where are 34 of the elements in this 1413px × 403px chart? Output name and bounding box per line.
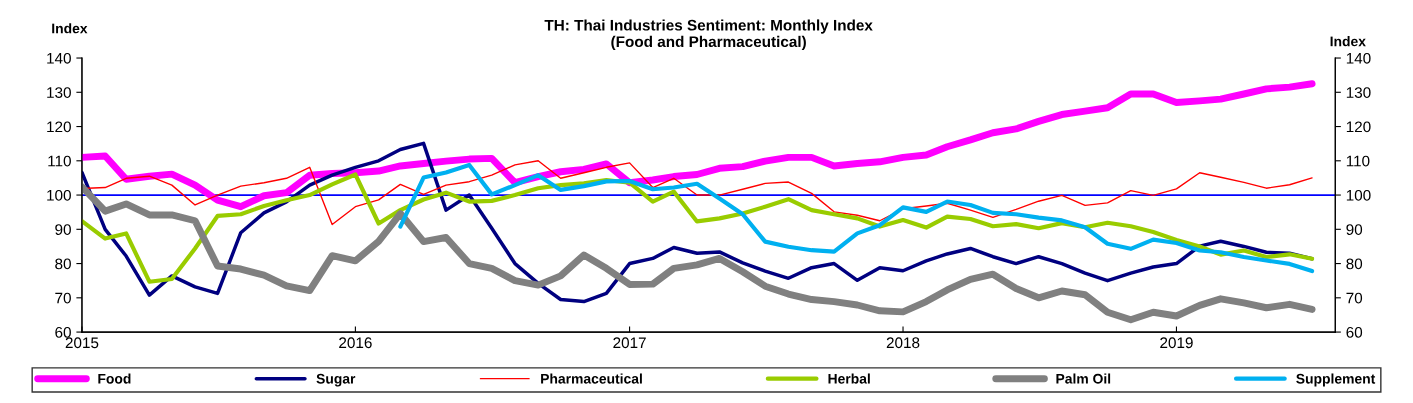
y2-tick-label: 130 [1346, 87, 1371, 98]
x-tick-label: 2019 [1160, 337, 1193, 349]
legend-label: Sugar [316, 373, 356, 387]
y-tick-label: 110 [48, 155, 71, 167]
legend-label: Palm Oil [1056, 373, 1111, 384]
y2-tick-label: 120 [1346, 121, 1371, 133]
line-series [81, 172, 1315, 284]
y2-axis-title: Index [1330, 36, 1366, 47]
y-tick-label: 70 [55, 292, 71, 304]
chart-title: TH: Thai Industries Sentiment: Monthly Index (Food and Pharmaceutical) [544, 19, 873, 51]
y-tick-label: 140 [47, 52, 71, 64]
line-series [398, 162, 1315, 274]
y-tick-label: 100 [47, 189, 71, 201]
y2-tick-label: 90 [1346, 224, 1363, 235]
x-tick-label: 2015 [65, 337, 99, 349]
y-tick-label: 80 [55, 258, 71, 270]
y2-tick-label: 60 [1346, 326, 1363, 338]
y-tick-label: 120 [47, 121, 71, 133]
y2-tick-label: 70 [1346, 292, 1363, 304]
y2-tick-label: 100 [1346, 189, 1371, 201]
y-tick-label: 90 [55, 224, 71, 235]
legend-label: Food [98, 373, 131, 384]
x-tick-label: 2017 [613, 337, 646, 349]
y2-tick-label: 110 [1346, 155, 1370, 167]
y-tick-label: 60 [55, 326, 71, 338]
y-tick-label: 130 [47, 87, 71, 98]
y-axis-title: Index [52, 23, 88, 34]
x-tick-label: 2016 [339, 337, 372, 349]
x-tick-label: 2018 [886, 337, 920, 349]
y2-tick-label: 140 [1346, 52, 1371, 64]
y2-tick-label: 80 [1346, 258, 1363, 270]
legend-label: Supplement [1296, 373, 1376, 387]
legend-label: Pharmaceutical [541, 373, 642, 384]
legend-label: Herbal [828, 373, 870, 384]
